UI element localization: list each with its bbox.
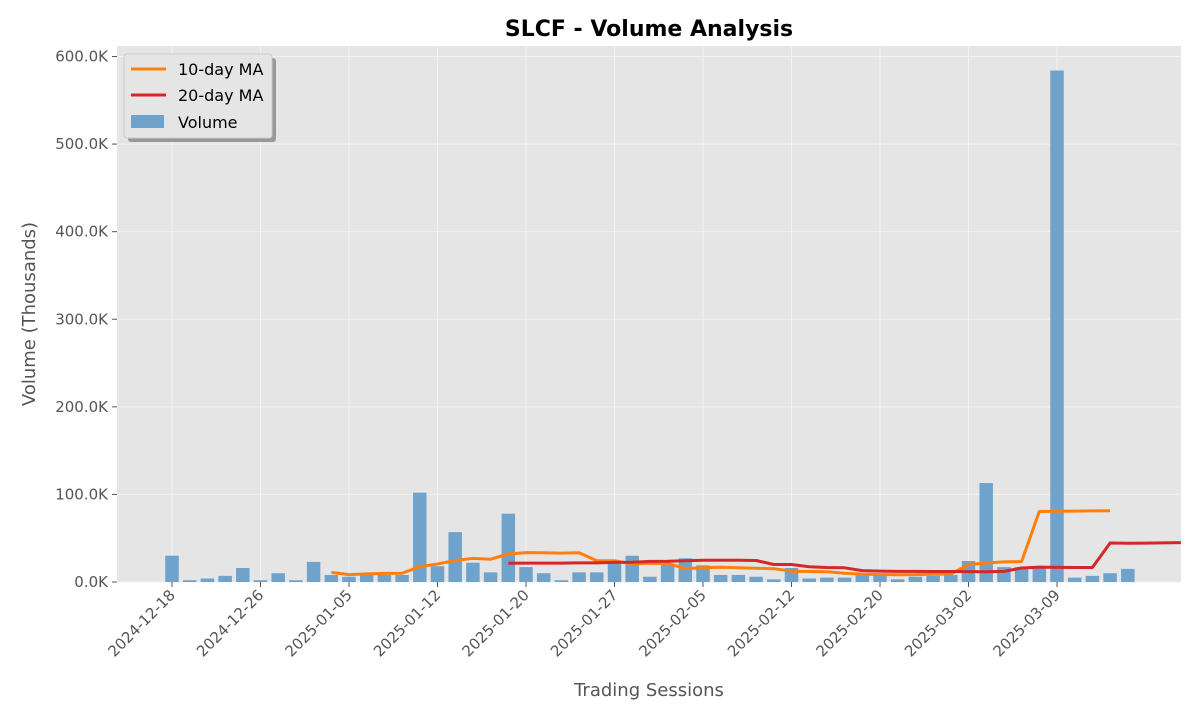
- x-tick-label: 2024-12-26: [193, 586, 267, 660]
- x-tick-label: 2025-02-20: [812, 586, 886, 660]
- volume-bar: [430, 566, 445, 582]
- volume-bar: [749, 576, 763, 582]
- x-axis-label: Trading Sessions: [573, 680, 724, 701]
- volume-bar: [607, 562, 622, 582]
- volume-bar: [572, 572, 586, 582]
- volume-bar: [926, 575, 940, 582]
- volume-bar: [1103, 573, 1117, 582]
- x-tick-label: 2025-01-20: [458, 586, 532, 660]
- volume-bar: [802, 578, 816, 582]
- legend: 10-day MA 20-day MA Volume: [123, 53, 276, 142]
- volume-bar: [466, 562, 480, 582]
- volume-bars: [165, 70, 1135, 582]
- volume-bar: [483, 572, 498, 582]
- x-tick-label: 2025-02-12: [724, 586, 798, 660]
- volume-bar: [536, 573, 551, 582]
- volume-bar: [182, 580, 197, 582]
- volume-bar: [200, 578, 215, 582]
- chart-title: SLCF - Volume Analysis: [505, 17, 793, 42]
- volume-bar: [306, 561, 321, 582]
- volume-bar: [660, 563, 675, 582]
- volume-bar: [678, 558, 693, 582]
- volume-bar: [236, 567, 250, 582]
- volume-bar: [501, 513, 516, 582]
- ma20-line: [508, 541, 1181, 574]
- volume-bar: [979, 483, 993, 582]
- y-tick-label: 600.0K: [55, 48, 109, 66]
- ma10-line: [331, 509, 1111, 577]
- volume-bar: [1121, 568, 1135, 582]
- volume-bar: [767, 579, 781, 582]
- volume-bar: [1085, 575, 1100, 582]
- volume-bar: [554, 580, 569, 582]
- x-tick-label: 2025-03-09: [989, 586, 1063, 660]
- x-tick-label: 2024-12-18: [104, 586, 178, 660]
- y-tick-label: 200.0K: [55, 398, 109, 416]
- legend-volume-label: Volume: [178, 113, 238, 132]
- y-tick-label: 400.0K: [55, 223, 109, 241]
- y-axis-ticks: 0.0K 100.0K 200.0K 300.0K 400.0K 500.0K 600.0K: [55, 48, 117, 591]
- volume-bar: [908, 576, 923, 582]
- volume-bar: [448, 532, 462, 582]
- volume-bar: [253, 580, 268, 582]
- x-tick-label: 2025-01-27: [547, 586, 621, 660]
- volume-bar: [731, 574, 746, 582]
- volume-bar: [324, 574, 339, 582]
- x-tick-label: 2025-03-02: [901, 586, 975, 660]
- y-axis-label: Volume (Thousands): [19, 222, 40, 406]
- volume-bar: [944, 574, 958, 582]
- volume-bar: [519, 567, 533, 582]
- volume-bar: [1032, 566, 1047, 582]
- x-tick-label: 2025-01-12: [370, 586, 444, 660]
- y-tick-label: 500.0K: [55, 135, 109, 153]
- volume-bar: [590, 572, 604, 582]
- legend-ma10-label: 10-day MA: [178, 60, 263, 79]
- volume-bar: [1067, 577, 1082, 582]
- y-tick-label: 300.0K: [55, 310, 109, 328]
- volume-bar: [1050, 70, 1064, 582]
- volume-bar: [342, 576, 356, 582]
- volume-bar: [413, 492, 427, 582]
- y-tick-label: 100.0K: [55, 485, 109, 503]
- volume-bar: [643, 576, 657, 582]
- volume-bar: [855, 574, 870, 582]
- x-axis-ticks: 2024-12-18 2024-12-26 2025-01-05 2025-01-12…: [104, 582, 1064, 660]
- moving-average-lines: [331, 509, 1181, 577]
- legend-volume-swatch: [131, 115, 164, 128]
- volume-bar: [1014, 567, 1029, 582]
- volume-bar: [890, 579, 905, 582]
- x-tick-label: 2025-02-05: [635, 586, 709, 660]
- volume-bar: [218, 575, 232, 582]
- volume-bar: [837, 577, 852, 582]
- volume-bar: [820, 577, 834, 582]
- volume-bar: [395, 574, 409, 582]
- volume-bar: [165, 555, 179, 582]
- x-tick-label: 2025-01-05: [281, 586, 355, 660]
- legend-ma20-label: 20-day MA: [178, 86, 263, 105]
- volume-bar: [359, 574, 374, 582]
- volume-bar: [625, 555, 639, 582]
- y-tick-label: 0.0K: [74, 573, 109, 591]
- plot-background: [117, 46, 1181, 582]
- volume-bar: [713, 574, 728, 582]
- volume-bar: [289, 580, 303, 582]
- volume-bar: [696, 565, 710, 582]
- volume-bar: [377, 574, 392, 582]
- volume-bar: [271, 573, 285, 582]
- volume-bar: [873, 574, 887, 582]
